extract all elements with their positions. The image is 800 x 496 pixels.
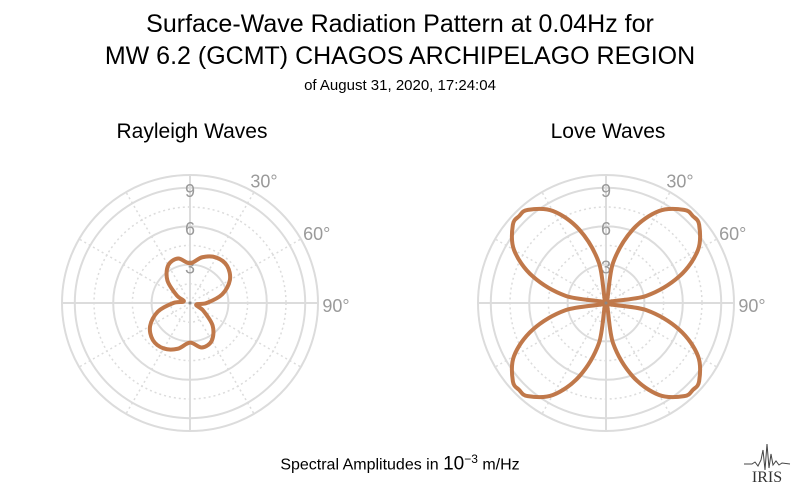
rayleigh-grid-spoke (189, 191, 255, 304)
figure-subtitle-date: of August 31, 2020, 17:24:04 (304, 77, 496, 94)
love-radial-tick-label: 9 (601, 181, 611, 201)
logo-wordmark: IRIS (752, 469, 782, 484)
rayleigh-radial-tick-label: 3 (185, 258, 195, 278)
rayleigh-angle-label: 30° (250, 171, 277, 191)
rayleigh-grid-spoke (78, 238, 191, 304)
rayleigh-grid-spoke (125, 302, 191, 415)
love-center-point (604, 301, 608, 305)
rayleigh-grid-spoke (189, 238, 302, 304)
amplitude-units-caption: Spectral Amplitudes in 10−3 m/Hz (0, 452, 800, 475)
love-angle-label: 60° (719, 224, 746, 244)
love-angle-label: 90° (738, 296, 765, 316)
rayleigh-angle-label: 60° (303, 224, 330, 244)
love-radial-tick-label: 3 (601, 258, 611, 278)
rayleigh-center-point (188, 301, 192, 305)
caption-base: 10 (443, 453, 465, 475)
seismogram-trace (744, 443, 791, 471)
rayleigh-radial-tick-label: 6 (185, 219, 195, 239)
rayleigh-radial-tick-label: 9 (185, 181, 195, 201)
caption-prefix: Spectral Amplitudes in (280, 456, 444, 474)
iris-logo: IRIS (744, 443, 791, 484)
figure-title-line1: Surface-Wave Radiation Pattern at 0.04Hz… (146, 10, 654, 38)
rayleigh-grid-spoke (189, 302, 302, 368)
love-radial-tick-label: 6 (601, 219, 611, 239)
caption-exponent: −3 (464, 452, 478, 466)
rayleigh-plot-title: Rayleigh Waves (116, 120, 268, 143)
love-plot-title: Love Waves (550, 120, 666, 143)
rayleigh-grid-spoke (189, 302, 255, 415)
rayleigh-grid-spoke (78, 302, 191, 368)
rayleigh-grid-spoke (125, 191, 191, 304)
rayleigh-angle-label: 90° (322, 296, 349, 316)
love-angle-label: 30° (666, 171, 693, 191)
caption-unit: m/Hz (477, 456, 520, 474)
figure-title-line2: MW 6.2 (GCMT) CHAGOS ARCHIPELAGO REGION (104, 42, 696, 70)
rayleigh-amplitude-curve (147, 254, 233, 352)
